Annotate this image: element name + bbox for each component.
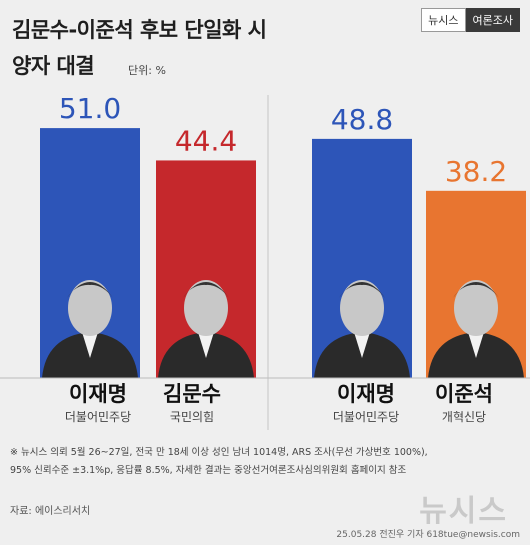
value-label: 48.8 — [331, 103, 393, 136]
credit-line: 25.05.28 전진우 기자 618tue@newsis.com — [336, 530, 520, 540]
candidate-photo — [314, 280, 410, 378]
value-label: 44.4 — [175, 124, 237, 157]
source-label: 자료: 에이스리서치 — [10, 506, 91, 517]
survey-note-1: ※ 뉴시스 의뢰 5월 26~27일, 전국 만 18세 이상 성인 남녀 10… — [10, 447, 428, 458]
brand-newsis: 뉴시스 — [421, 8, 466, 32]
candidate-party: 개혁신당 — [441, 410, 487, 424]
candidate-photo — [42, 280, 138, 378]
candidate-photo — [428, 280, 524, 378]
value-label: 51.0 — [59, 92, 121, 125]
watermark-logo: 뉴시스 — [419, 494, 508, 529]
candidate-name: 이재명 — [337, 382, 395, 406]
value-label: 38.2 — [445, 155, 507, 188]
candidate-name: 이재명 — [69, 382, 127, 406]
candidate-party: 더불어민주당 — [64, 410, 132, 424]
unit-label: 단위: % — [128, 64, 166, 77]
title-line-1: 김문수-이준석 후보 단일화 시 — [12, 18, 267, 42]
candidate-name: 김문수 — [163, 382, 221, 406]
candidate-party: 국민의힘 — [169, 410, 215, 424]
candidate-party: 더불어민주당 — [332, 410, 400, 424]
title-line-2: 양자 대결 — [12, 54, 95, 78]
candidate-photo — [158, 280, 254, 378]
survey-note-2: 95% 신뢰수준 ±3.1%p, 응답률 8.5%, 자세한 결과는 중앙선거여… — [10, 465, 407, 476]
candidate-name: 이준석 — [435, 382, 493, 406]
brand-tag: 뉴시스 여론조사 — [421, 8, 520, 32]
brand-poll: 여론조사 — [465, 8, 520, 32]
